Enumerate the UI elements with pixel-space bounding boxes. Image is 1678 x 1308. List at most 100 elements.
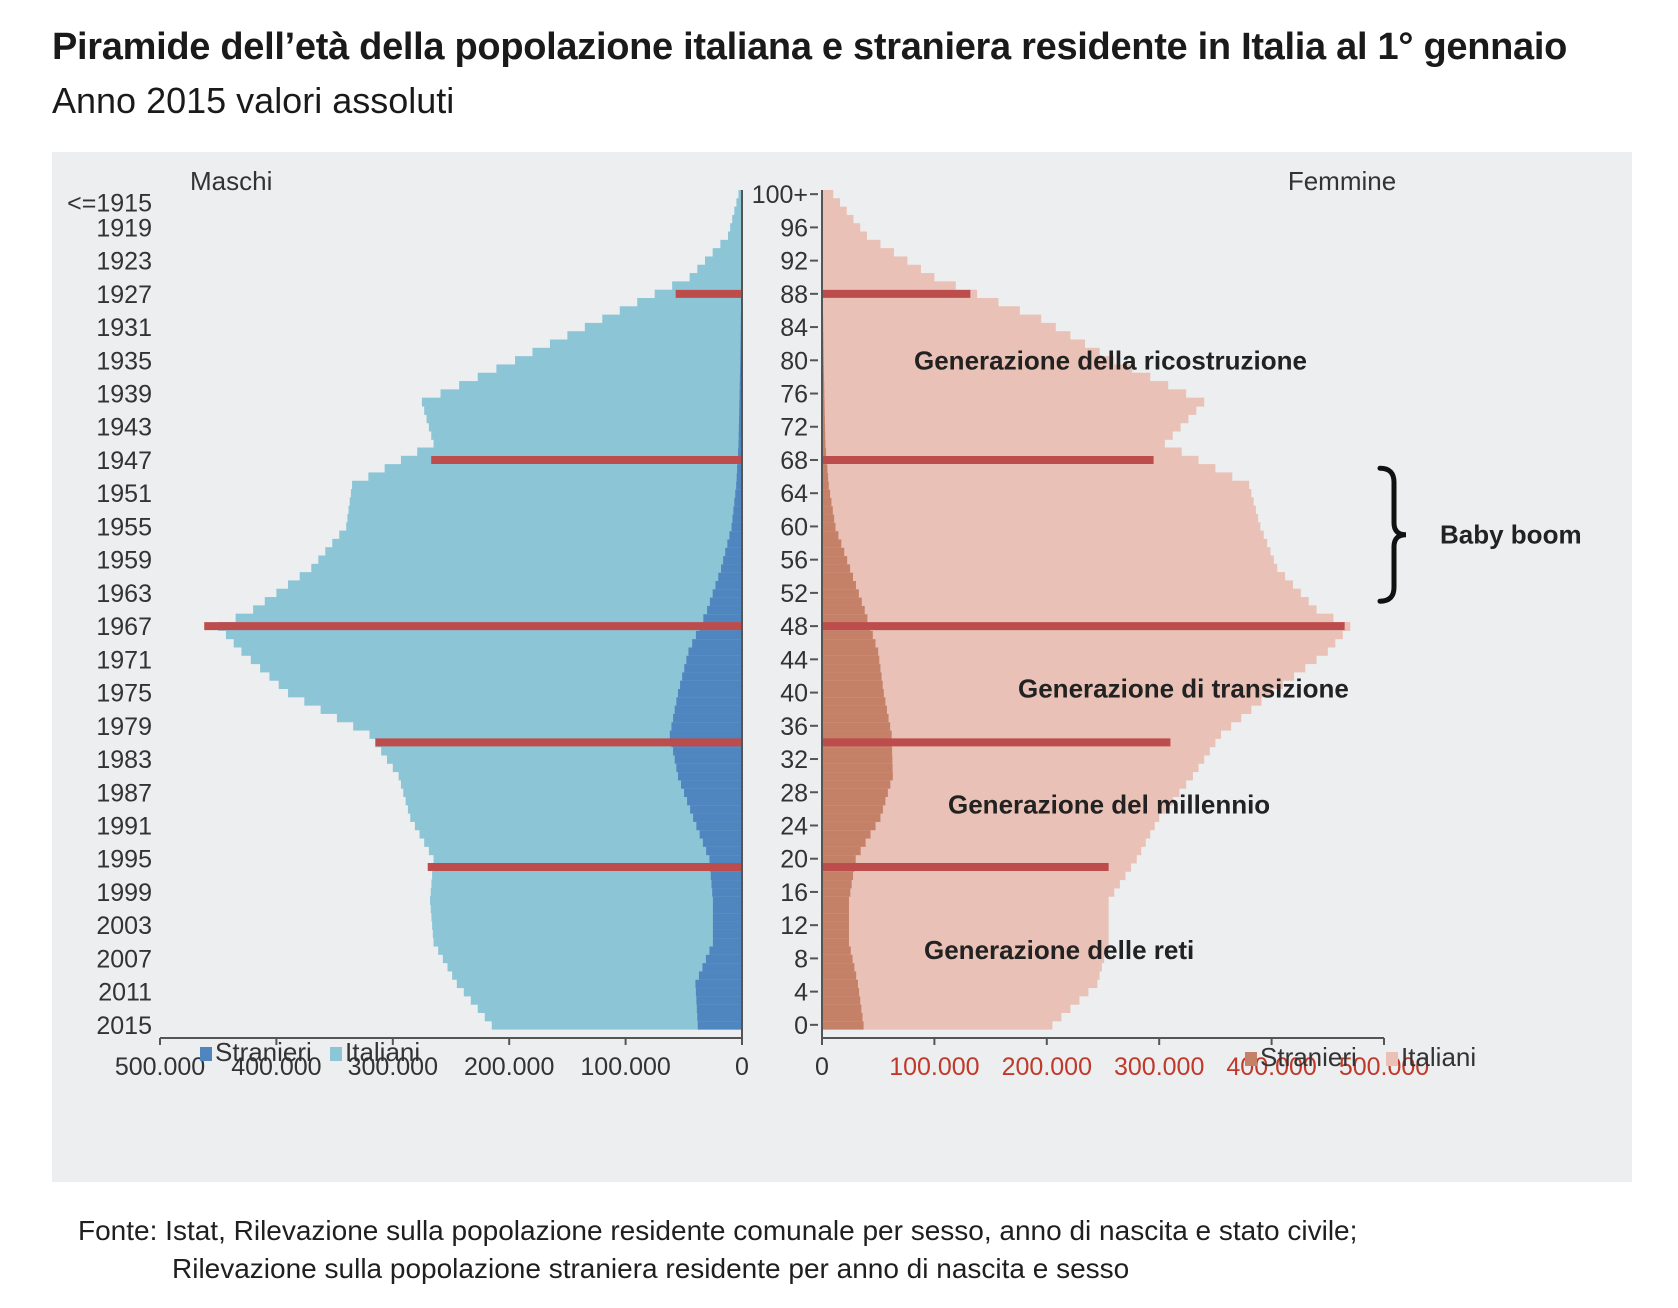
bar-maschi-italiani — [288, 580, 742, 590]
bar-maschi-stranieri — [674, 754, 742, 764]
chart-subtitle: Anno 2015 valori assoluti — [52, 80, 455, 121]
bar-maschi-italiani — [532, 347, 742, 357]
bar-femmine-stranieri — [822, 372, 825, 382]
bar-femmine-stranieri — [822, 796, 886, 806]
bar-maschi-italiani — [459, 381, 742, 390]
bar-maschi-stranieri — [739, 397, 742, 407]
bar-femmine-stranieri — [822, 854, 856, 864]
bar-maschi-stranieri — [710, 871, 742, 881]
age-label: 0 — [794, 1012, 808, 1040]
x-tick-label-right: 500.000 — [1339, 1053, 1429, 1081]
bar-femmine-stranieri — [822, 871, 854, 881]
x-tick-label-right: 400.000 — [1226, 1053, 1316, 1081]
bar-maschi-stranieri — [684, 788, 742, 798]
bar-femmine-stranieri — [822, 804, 883, 814]
legend-right-italiani-label: Italiani — [1401, 1042, 1476, 1072]
bar-femmine-italiani — [822, 322, 1056, 332]
annotation-reti: Generazione delle reti — [924, 935, 1194, 965]
bar-femmine-stranieri — [822, 754, 893, 764]
birth-year-label: <=1915 — [67, 189, 152, 217]
bar-femmine-italiani — [822, 206, 847, 216]
bar-femmine-stranieri — [822, 555, 848, 565]
bar-maschi-italiani — [278, 680, 742, 690]
bar-maschi-stranieri — [692, 638, 742, 648]
bar-maschi-stranieri — [739, 381, 742, 390]
axes-group — [159, 190, 1385, 1045]
bar-maschi-stranieri — [709, 945, 742, 955]
bar-femmine-stranieri — [822, 746, 893, 756]
bar-femmine-italiani — [822, 987, 1089, 997]
bar-femmine-italiani — [822, 405, 1197, 415]
bar-maschi-italiani — [235, 613, 742, 623]
age-label: 64 — [780, 480, 808, 508]
bar-maschi-italiani — [405, 796, 742, 806]
bar-maschi-stranieri — [736, 472, 742, 482]
bar-maschi-stranieri — [706, 846, 742, 856]
birth-year-label: 1955 — [96, 513, 152, 541]
birth-year-label: 1975 — [96, 680, 152, 708]
bar-femmine-stranieri — [822, 389, 825, 399]
bar-maschi-stranieri — [676, 696, 742, 706]
bar-femmine-stranieri — [822, 422, 826, 432]
bar-maschi-stranieri — [681, 779, 742, 789]
bar-maschi-stranieri — [731, 522, 742, 532]
bar-maschi-stranieri — [702, 837, 742, 847]
bar-maschi-italiani — [432, 929, 742, 939]
bar-femmine-stranieri — [822, 763, 893, 773]
bar-femmine-stranieri — [822, 655, 880, 665]
age-label: 40 — [780, 680, 808, 708]
age-label: 100+ — [752, 181, 808, 209]
age-label: 4 — [794, 979, 808, 1007]
bar-maschi-italiani — [349, 497, 742, 507]
bar-maschi-stranieri — [707, 605, 742, 615]
bar-femmine-stranieri — [822, 879, 852, 889]
bar-femmine-italiani — [822, 1004, 1071, 1013]
bar-maschi-italiani — [407, 804, 742, 814]
age-label: 72 — [780, 414, 808, 442]
bar-maschi-italiani — [400, 779, 742, 789]
bar-femmine-stranieri — [822, 896, 849, 905]
bar-femmine-stranieri — [822, 530, 839, 540]
bar-femmine-italiani — [822, 796, 1173, 806]
bar-femmine-stranieri — [822, 671, 882, 681]
bar-femmine-italiani — [822, 771, 1193, 781]
birth-year-label: 1943 — [96, 414, 152, 442]
bar-maschi-italiani — [339, 530, 742, 540]
bar-femmine-stranieri — [822, 954, 853, 964]
bar-maschi-stranieri — [676, 763, 742, 773]
bar-maschi-stranieri — [696, 1004, 742, 1013]
bar-maschi-stranieri — [738, 447, 742, 457]
bar-femmine-stranieri — [822, 572, 854, 582]
bar-femmine-italiani — [822, 945, 1107, 955]
bar-femmine-stranieri — [822, 921, 849, 930]
age-label: 88 — [780, 281, 808, 309]
bar-femmine-stranieri — [822, 430, 826, 440]
bar-femmine-italiani — [822, 613, 1334, 623]
bar-femmine-stranieri — [822, 597, 862, 606]
bar-femmine-italiani — [822, 372, 1151, 382]
bar-femmine-italiani — [822, 530, 1264, 540]
bar-maschi-stranieri — [693, 813, 742, 822]
x-tick-label-left: 200.000 — [464, 1053, 554, 1081]
bar-maschi-stranieri — [686, 655, 742, 665]
bar-maschi-stranieri — [737, 464, 742, 474]
bar-maschi-stranieri — [727, 538, 742, 548]
bar-femmine-italiani — [822, 846, 1142, 856]
bar-femmine-italiani — [822, 447, 1182, 457]
bar-femmine-italiani — [822, 788, 1180, 798]
bar-femmine-italiani — [822, 547, 1271, 557]
age-label: 44 — [780, 646, 808, 674]
age-label: 36 — [780, 713, 808, 741]
bar-femmine-italiani — [822, 297, 999, 307]
bar-femmine-stranieri — [822, 779, 891, 789]
legend-right-stranieri-label: Stranieri — [1260, 1042, 1357, 1072]
bar-femmine-italiani — [822, 979, 1098, 989]
birth-year-label: 1935 — [96, 347, 152, 375]
bar-femmine-stranieri — [822, 837, 866, 847]
bar-maschi-italiani — [304, 696, 742, 706]
bar-femmine-stranieri — [822, 962, 855, 972]
bar-femmine-stranieri — [822, 705, 887, 714]
bar-maschi-italiani — [549, 339, 742, 349]
bar-femmine-italiani — [822, 813, 1160, 822]
bar-maschi-stranieri — [677, 771, 742, 781]
